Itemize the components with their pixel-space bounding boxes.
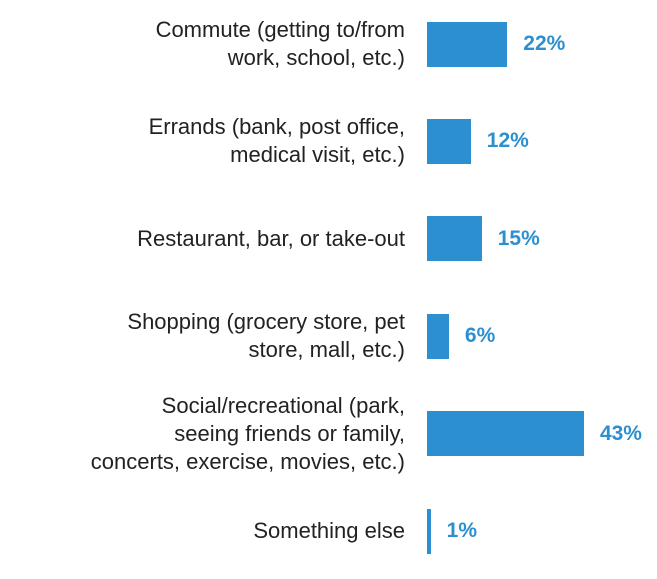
- bar: [427, 313, 449, 359]
- value-label: 1%: [446, 519, 477, 542]
- category-label: Errands (bank, post office, medical visi…: [148, 114, 405, 168]
- value-label: 15%: [497, 226, 540, 250]
- category-label: Shopping (grocery store, pet store, mall…: [127, 309, 405, 363]
- bar-row: Errands (bank, post office, medical visi…: [0, 93, 657, 189]
- bar: [427, 508, 431, 554]
- bar-row: Restaurant, bar, or take-out 15%: [0, 191, 657, 287]
- value-label: 12%: [486, 129, 529, 153]
- bar-row: Shopping (grocery store, pet store, mall…: [0, 288, 657, 384]
- category-label: Something else: [253, 518, 405, 543]
- page: Commute (getting to/from work, school, e…: [0, 0, 657, 554]
- value-label: 6%: [464, 324, 496, 348]
- value-label: 22%: [523, 32, 566, 55]
- category-label: Commute (getting to/from work, school, e…: [155, 17, 405, 70]
- bar: [427, 118, 471, 164]
- bar: [427, 21, 508, 67]
- bar-row: Social/recreational (park, seeing friend…: [0, 386, 657, 482]
- bar-row: Something else 1%: [0, 483, 657, 579]
- category-label: Social/recreational (park, seeing friend…: [90, 392, 405, 474]
- bar: [427, 411, 584, 457]
- value-label: 43%: [599, 421, 642, 445]
- bar-row: Commute (getting to/from work, school, e…: [0, 0, 657, 92]
- bar: [427, 216, 482, 262]
- category-label: Restaurant, bar, or take-out: [137, 225, 405, 251]
